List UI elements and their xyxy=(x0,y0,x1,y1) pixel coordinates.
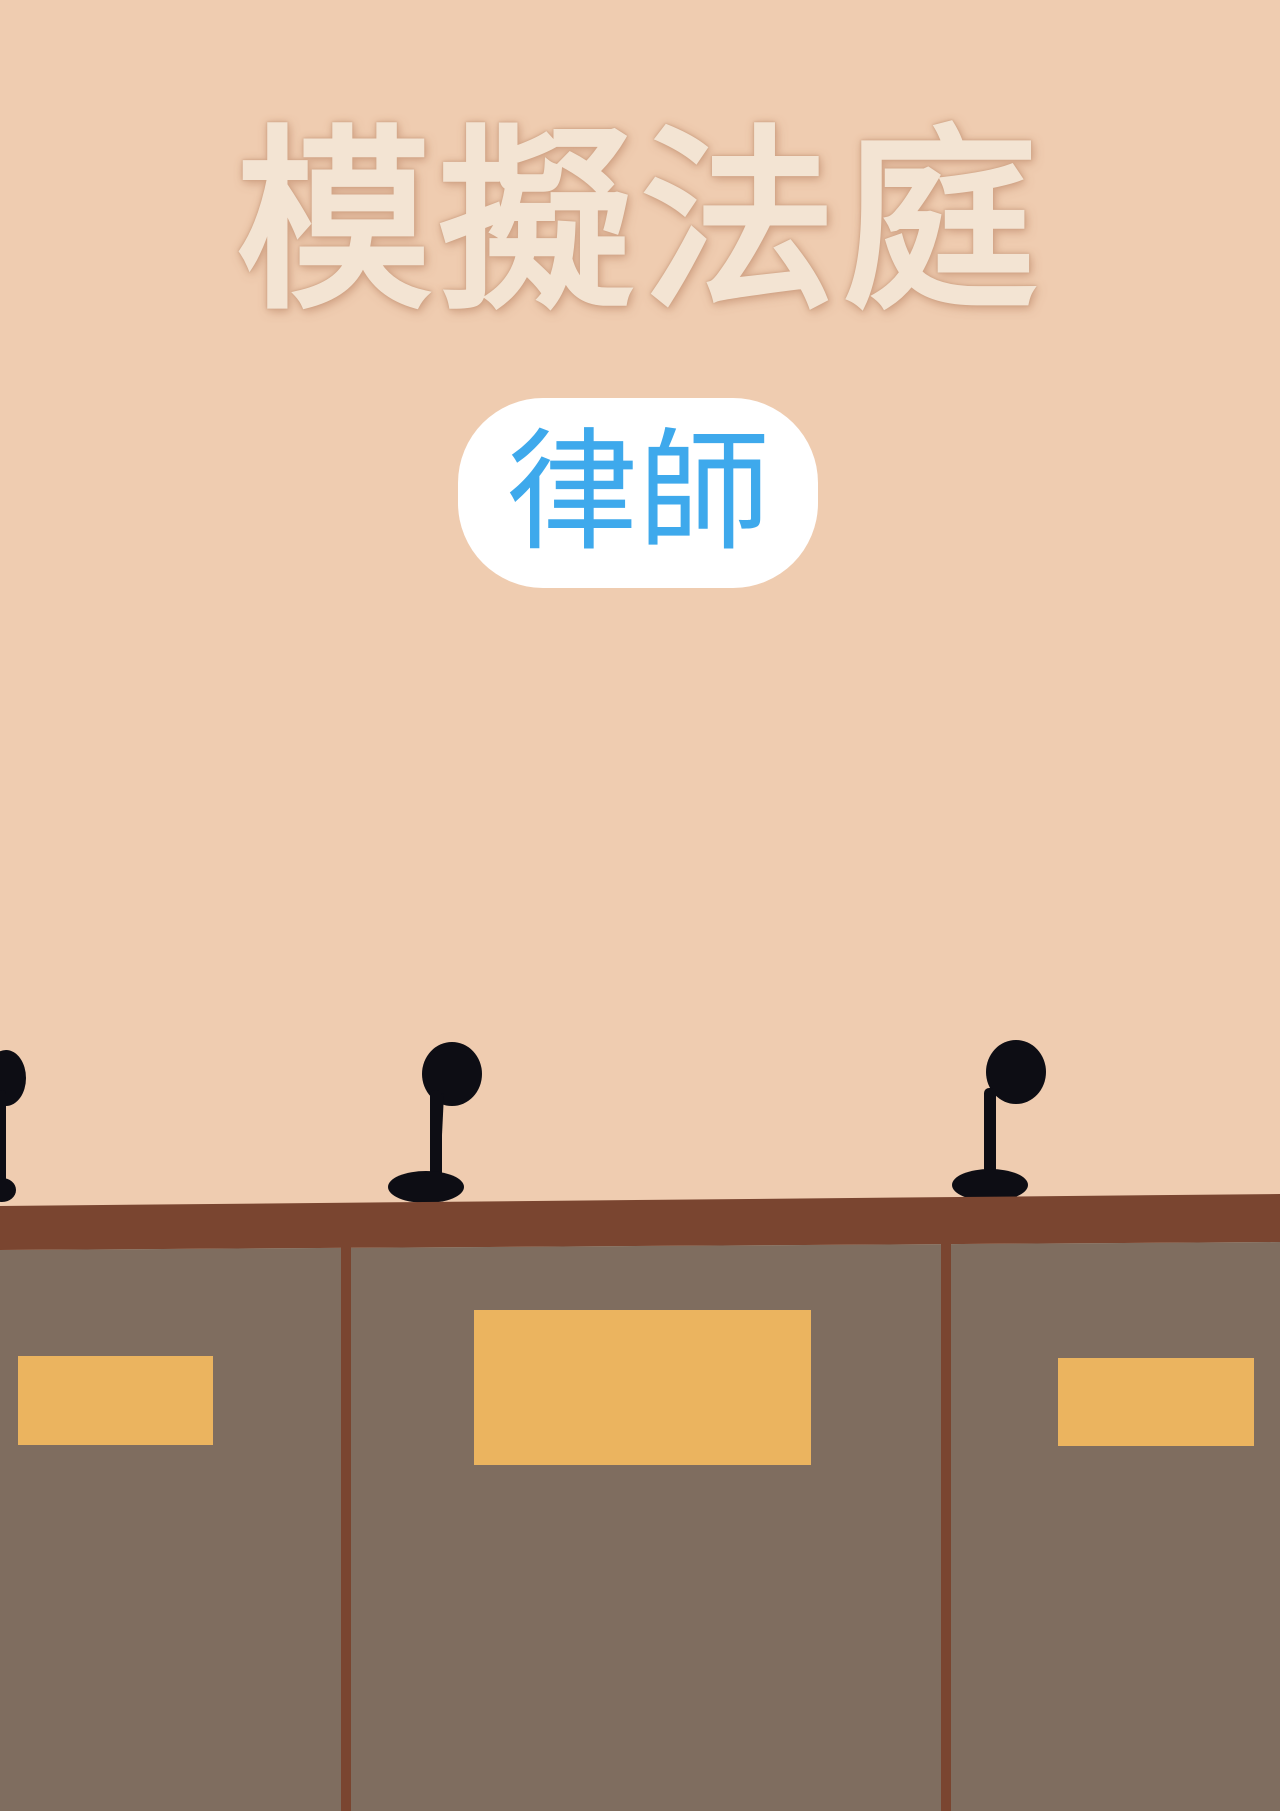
microphone-right-icon xyxy=(952,1040,1046,1201)
name-plate-left xyxy=(18,1356,213,1445)
name-plate-center xyxy=(474,1310,811,1465)
desk-top xyxy=(0,1194,1280,1250)
desk-divider-right xyxy=(941,1242,951,1811)
courtroom-desk xyxy=(0,1040,1280,1811)
desk-divider-left xyxy=(341,1246,351,1811)
desk-body xyxy=(0,1242,1280,1811)
microphone-left-icon xyxy=(0,1050,26,1202)
microphone-center-icon xyxy=(388,1042,482,1203)
role-label: 律師 xyxy=(506,416,770,570)
name-plate-right xyxy=(1058,1358,1254,1446)
role-badge xyxy=(458,398,818,588)
poster-title: 模擬法庭 xyxy=(235,109,1044,337)
